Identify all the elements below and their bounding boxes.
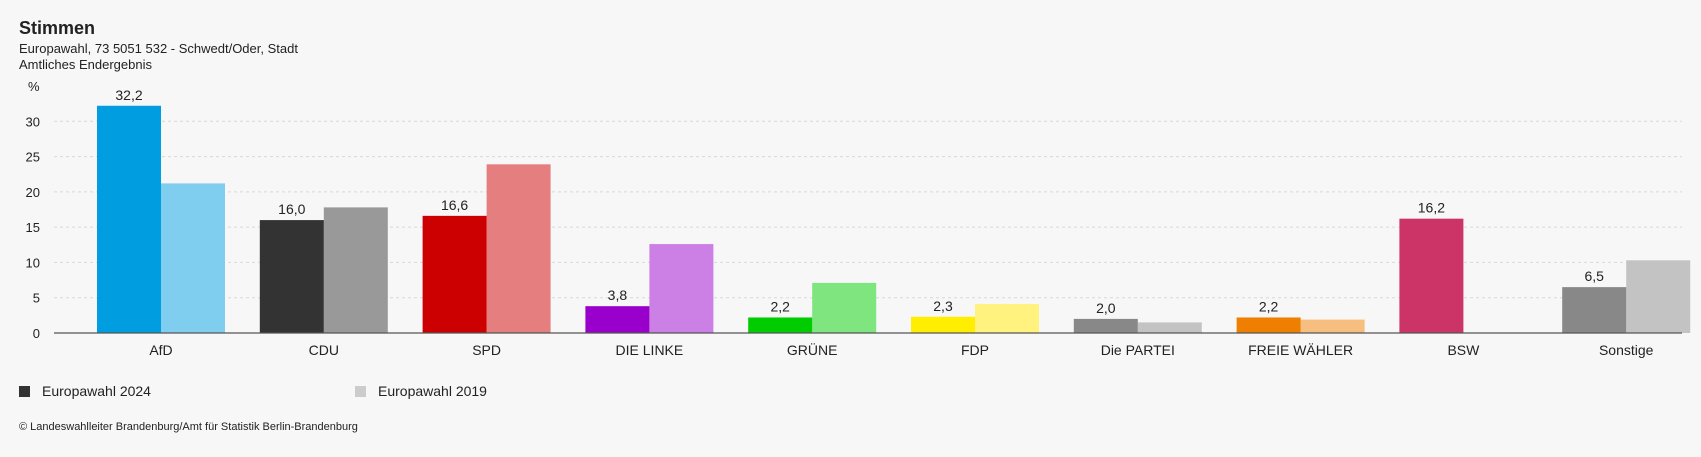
legend-swatch-2024 [19, 385, 30, 397]
y-axis-label: % [28, 79, 40, 94]
x-tick-label: DIE LINKE [616, 342, 684, 358]
x-tick-label: CDU [309, 342, 339, 358]
bar-2024 [585, 306, 650, 333]
bar-2024 [911, 316, 975, 333]
data-label-2024: 16,0 [278, 201, 305, 217]
x-tick-label: Die PARTEI [1101, 342, 1175, 358]
x-tick-label: FDP [961, 342, 989, 358]
subtitle-line-1: Europawahl, 73 5051 532 - Schwedt/Oder, … [19, 41, 298, 56]
bar-chart: % 0 5 10 15 20 25 30 32,2 AfD 16,0 CDU 16,6 SPD 3,8 DIE… [26, 79, 1691, 358]
bar-2019 [486, 164, 551, 333]
data-label-2024: 16,2 [1418, 200, 1445, 216]
bar-2024 [1236, 317, 1301, 333]
x-tick-label: GRÜNE [787, 341, 838, 358]
data-label-2024: 2,3 [933, 298, 953, 314]
chart-subtitle: Europawahl, 73 5051 532 - Schwedt/Oder, … [19, 41, 298, 73]
bar-2019 [1626, 260, 1691, 333]
y-tick-label: 10 [26, 255, 40, 270]
bar-2019 [323, 207, 388, 333]
bar-2019 [812, 282, 877, 333]
data-label-2024: 3,8 [608, 287, 628, 303]
chart-title: Stimmen [19, 18, 96, 38]
data-label-2024: 16,6 [441, 197, 468, 213]
bar-2019 [649, 244, 714, 333]
bar-2019 [1300, 319, 1365, 333]
x-tick-label: Sonstige [1599, 342, 1654, 358]
y-tick-label: 30 [26, 114, 40, 129]
y-tick-label: 20 [26, 185, 40, 200]
x-tick-label: FREIE WÄHLER [1248, 342, 1353, 358]
y-tick-label: 15 [26, 220, 40, 235]
legend-label-2019: Europawahl 2019 [378, 383, 487, 399]
bar-2024 [1562, 287, 1627, 333]
bar-2024 [748, 317, 813, 333]
legend-swatch-2019 [355, 385, 366, 397]
legend-item-2019[interactable]: Europawahl 2019 [355, 383, 487, 399]
y-tick-label: 5 [33, 291, 40, 306]
y-tick-label: 0 [33, 326, 40, 341]
copyright-footer: © Landeswahlleiter Brandenburg/Amt für S… [19, 421, 358, 433]
bar-2024 [259, 220, 324, 333]
bar-2024 [1399, 218, 1464, 333]
y-tick-label: 25 [26, 150, 40, 165]
bar-2019 [975, 304, 1039, 333]
bar-2019 [1137, 322, 1202, 333]
legend-label-2024: Europawahl 2024 [42, 383, 151, 399]
data-label-2024: 6,5 [1584, 268, 1604, 284]
x-tick-label: AfD [149, 342, 172, 358]
data-label-2024: 2,0 [1096, 300, 1116, 316]
data-label-2024: 32,2 [115, 87, 142, 103]
x-tick-label: SPD [472, 342, 501, 358]
bar-2024 [97, 105, 161, 333]
legend-item-2024[interactable]: Europawahl 2024 [19, 383, 151, 399]
data-label-2024: 2,2 [1259, 298, 1279, 314]
x-tick-label: BSW [1447, 342, 1480, 358]
subtitle-line-2: Amtliches Endergebnis [19, 57, 152, 72]
data-label-2024: 2,2 [770, 298, 790, 314]
bar-2019 [161, 183, 225, 333]
bar-2024 [1073, 318, 1138, 333]
bar-2024 [422, 215, 487, 333]
